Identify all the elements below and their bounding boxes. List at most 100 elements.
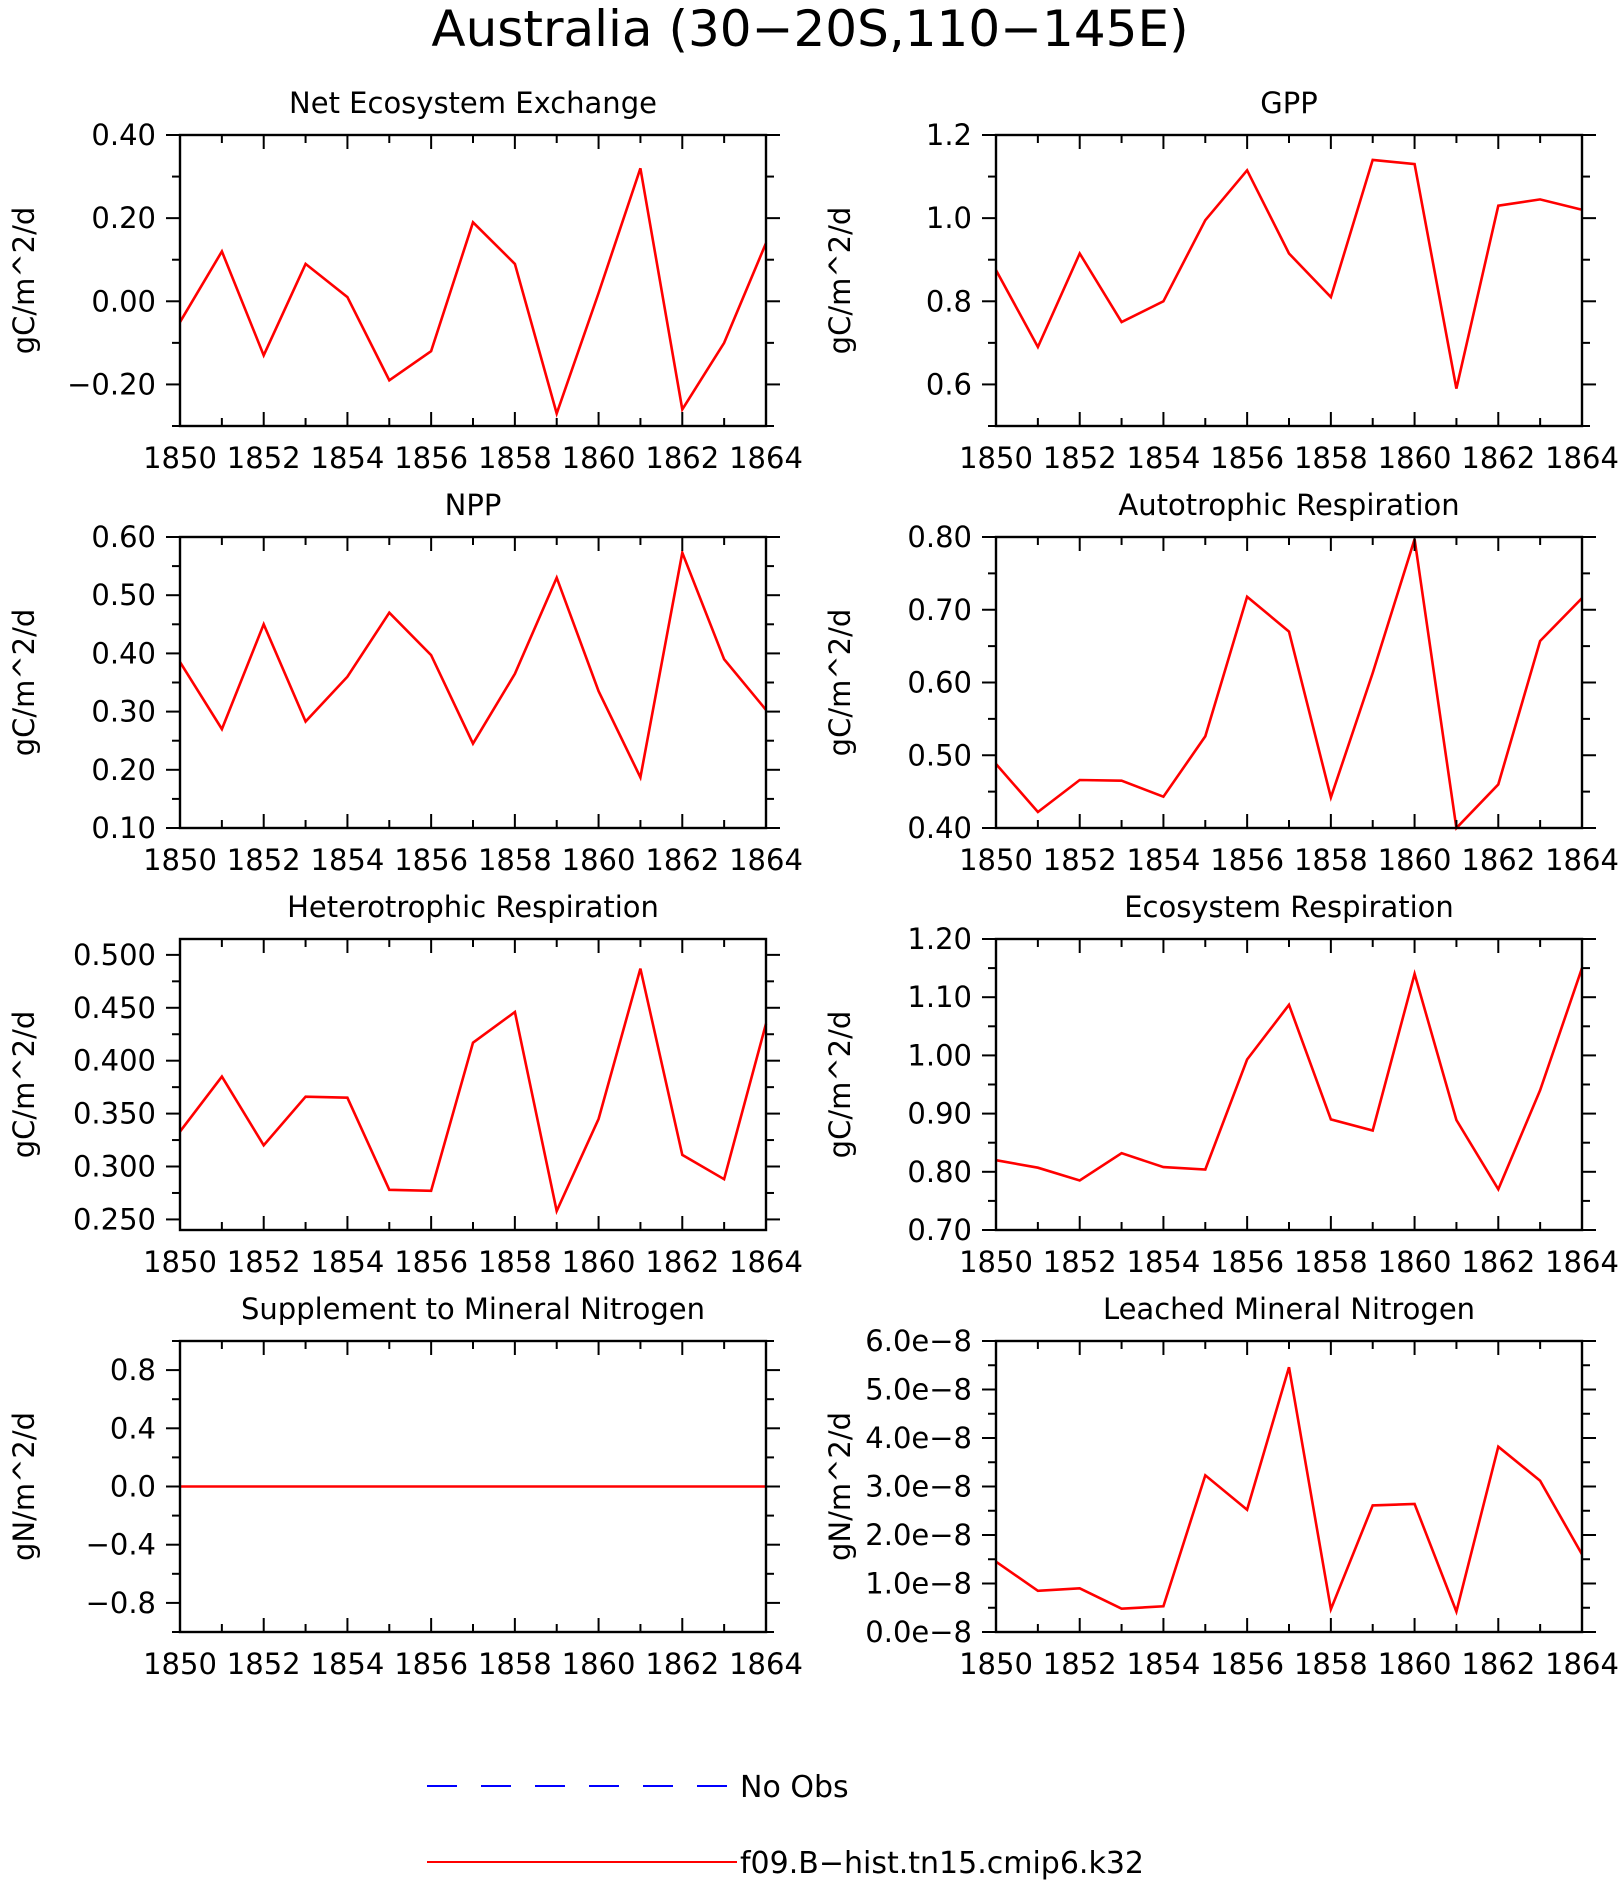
x-tick-label: 1852 — [227, 1245, 301, 1279]
y-axis-label: gC/m^2/d — [823, 1011, 857, 1159]
y-tick-label: 0.60 — [91, 520, 156, 554]
x-tick-label: 1858 — [478, 843, 552, 877]
x-tick-label: 1854 — [311, 1245, 385, 1279]
x-tick-label: 1862 — [1461, 1245, 1535, 1279]
x-tick-label: 1862 — [1461, 441, 1535, 475]
y-tick-label: −0.4 — [86, 1528, 156, 1562]
panel-title: Ecosystem Respiration — [1124, 890, 1454, 924]
x-tick-label: 1862 — [645, 843, 719, 877]
x-tick-label: 1850 — [143, 843, 217, 877]
y-tick-label: 0.70 — [907, 1213, 972, 1247]
y-tick-label: 0.70 — [907, 593, 972, 627]
x-tick-label: 1864 — [729, 1647, 803, 1681]
x-tick-label: 1852 — [1043, 441, 1117, 475]
y-axis-label: gC/m^2/d — [823, 609, 857, 757]
y-axis-label: gC/m^2/d — [7, 609, 41, 757]
x-tick-label: 1858 — [478, 441, 552, 475]
legend-item-1: No Obs — [427, 1770, 849, 1805]
plot-frame — [994, 133, 1584, 428]
x-tick-label: 1864 — [1545, 843, 1619, 877]
series-line — [178, 167, 768, 418]
x-tick-label: 1860 — [562, 1647, 636, 1681]
y-tick-label: 5.0e−8 — [865, 1373, 972, 1407]
x-tick-label: 1860 — [1378, 843, 1452, 877]
x-tick-label: 1864 — [729, 441, 803, 475]
y-tick-label: 1.00 — [907, 1038, 972, 1072]
y-tick-label: 0.8 — [110, 1353, 156, 1387]
x-tick-label: 1850 — [959, 843, 1033, 877]
chart-panel-4: 1850 1852 1854 1856 1858 1860 1862 1864 0.40 0.50… — [823, 488, 1619, 877]
y-tick-label: 6.0e−8 — [865, 1324, 972, 1358]
y-tick-label: 4.0e−8 — [865, 1421, 972, 1455]
series-line — [995, 967, 1584, 1193]
y-tick-label: 0.00 — [91, 284, 156, 318]
x-tick-label: 1854 — [1127, 1245, 1201, 1279]
legend-item-2: f09.B−hist.tn15.cmip6.k32 — [427, 1846, 1144, 1881]
y-tick-label: 0.450 — [73, 991, 156, 1025]
y-tick-label: 0.40 — [907, 811, 972, 845]
x-tick-label: 1864 — [1545, 1647, 1619, 1681]
y-tick-label: 0.0e−8 — [865, 1615, 972, 1649]
y-tick-label: 0.20 — [91, 753, 156, 787]
y-tick-label: 0.400 — [73, 1044, 156, 1078]
panel-title: Leached Mineral Nitrogen — [1103, 1292, 1475, 1326]
y-tick-label: 0.60 — [907, 666, 972, 700]
y-tick-label: 3.0e−8 — [865, 1470, 972, 1504]
y-tick-label: 2.0e−8 — [865, 1518, 972, 1552]
x-tick-label: 1854 — [1127, 1647, 1201, 1681]
x-tick-label: 1858 — [1294, 843, 1368, 877]
x-tick-label: 1864 — [1545, 441, 1619, 475]
series-line — [178, 968, 768, 1216]
x-tick-label: 1852 — [1043, 843, 1117, 877]
x-tick-label: 1864 — [729, 843, 803, 877]
x-tick-label: 1854 — [311, 843, 385, 877]
x-tick-label: 1854 — [311, 441, 385, 475]
chart-panel-5: 1850 1852 1854 1856 1858 1860 1862 1864 0.250 0.3… — [7, 890, 803, 1279]
y-tick-label: 0.80 — [907, 520, 972, 554]
series-line — [995, 1366, 1584, 1616]
x-tick-label: 1856 — [1210, 1245, 1284, 1279]
y-axis-label: gC/m^2/d — [7, 207, 41, 355]
y-tick-label: 0.300 — [73, 1150, 156, 1184]
x-tick-label: 1858 — [1294, 1245, 1368, 1279]
y-tick-label: 0.500 — [73, 938, 156, 972]
y-axis-label: gC/m^2/d — [823, 207, 857, 355]
x-tick-label: 1860 — [1378, 441, 1452, 475]
x-tick-label: 1860 — [1378, 1647, 1452, 1681]
x-tick-label: 1850 — [143, 1647, 217, 1681]
chart-panel-1: 1850 1852 1854 1856 1858 1860 1862 1864 −0.20 0.0… — [7, 86, 803, 475]
x-tick-label: 1852 — [1043, 1647, 1117, 1681]
x-tick-label: 1862 — [1461, 1647, 1535, 1681]
y-tick-label: 0.10 — [91, 811, 156, 845]
y-tick-label: −0.20 — [67, 367, 156, 401]
x-tick-label: 1858 — [1294, 1647, 1368, 1681]
series-line — [995, 538, 1583, 831]
x-tick-label: 1856 — [394, 1245, 468, 1279]
x-tick-label: 1858 — [478, 1245, 552, 1279]
y-tick-label: 0.50 — [91, 578, 156, 612]
y-tick-label: 0.0 — [110, 1470, 156, 1504]
panel-title: Supplement to Mineral Nitrogen — [241, 1292, 705, 1326]
y-tick-label: −0.8 — [86, 1586, 156, 1620]
chart-panel-7: 1850 1852 1854 1856 1858 1860 1862 1864 −0.8 −0.4… — [7, 1292, 803, 1681]
y-tick-label: 1.0e−8 — [865, 1567, 972, 1601]
panel-title: Heterotrophic Respiration — [287, 890, 659, 924]
y-tick-label: 0.250 — [73, 1202, 156, 1236]
y-tick-label: 0.40 — [91, 118, 156, 152]
x-tick-label: 1852 — [227, 441, 301, 475]
y-tick-label: 1.0 — [926, 201, 972, 235]
panel-title: Net Ecosystem Exchange — [289, 86, 657, 120]
x-tick-label: 1864 — [1545, 1245, 1619, 1279]
legend-label: f09.B−hist.tn15.cmip6.k32 — [740, 1846, 1144, 1881]
x-tick-label: 1854 — [1127, 843, 1201, 877]
x-tick-label: 1862 — [645, 441, 719, 475]
panel-title: NPP — [445, 488, 502, 522]
x-tick-label: 1858 — [478, 1647, 552, 1681]
plot-frame — [178, 937, 768, 1232]
series-line — [994, 158, 1583, 389]
x-tick-label: 1850 — [959, 1245, 1033, 1279]
plot-frame — [994, 1339, 1584, 1634]
x-tick-label: 1856 — [394, 441, 468, 475]
x-tick-label: 1860 — [562, 843, 636, 877]
legend-label: No Obs — [740, 1770, 849, 1805]
